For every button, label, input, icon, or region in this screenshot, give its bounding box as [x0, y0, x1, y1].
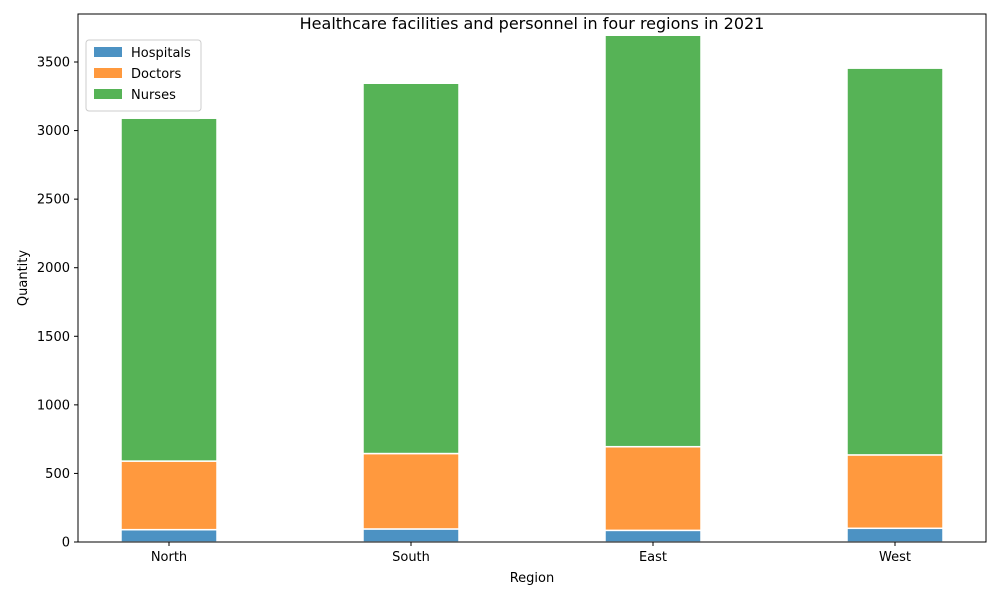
y-tick-label: 2500: [37, 193, 70, 208]
y-tick-label: 3000: [37, 124, 70, 139]
legend-swatch-doctors: [94, 68, 122, 78]
x-tick-label-west: West: [879, 550, 911, 565]
bar-nurses-west: [846, 67, 944, 456]
x-tick-label-north: North: [151, 550, 187, 565]
bar-doctors-east: [604, 445, 702, 532]
x-axis-label: Region: [510, 571, 555, 586]
y-tick-label: 0: [62, 536, 70, 551]
bar-hospitals-north: [120, 528, 218, 543]
bar-nurses-east: [604, 34, 702, 448]
x-tick-label-east: East: [639, 550, 667, 565]
bar-hospitals-west: [846, 527, 944, 543]
y-tick-label: 1500: [37, 330, 70, 345]
bar-nurses-south: [362, 82, 460, 455]
legend: Hospitals Doctors Nurses: [85, 39, 202, 112]
y-tick-label: 1000: [37, 398, 70, 413]
legend-swatch-hospitals: [94, 47, 122, 57]
legend-label-nurses: Nurses: [131, 88, 176, 103]
y-tick-label: 3500: [37, 56, 70, 71]
bar-hospitals-east: [604, 529, 702, 543]
y-tick-label: 2000: [37, 261, 70, 276]
chart-title: Healthcare facilities and personnel in f…: [300, 14, 765, 33]
y-tick-label: 500: [45, 467, 70, 482]
plot-frame: [77, 13, 987, 543]
x-axis: North South East West: [151, 542, 911, 565]
y-axis-label: Quantity: [16, 250, 31, 306]
bar-nurses-north: [120, 117, 218, 462]
bar-doctors-south: [362, 452, 460, 530]
y-axis: 0 500 1000 1500 2000 2500 3000 3500: [37, 56, 78, 551]
bars-group: [120, 34, 944, 543]
bar-doctors-north: [120, 460, 218, 531]
bar-hospitals-south: [362, 528, 460, 543]
legend-label-doctors: Doctors: [131, 67, 182, 82]
x-tick-label-south: South: [392, 550, 430, 565]
legend-label-hospitals: Hospitals: [131, 46, 191, 61]
legend-swatch-nurses: [94, 89, 122, 99]
bar-doctors-west: [846, 454, 944, 530]
